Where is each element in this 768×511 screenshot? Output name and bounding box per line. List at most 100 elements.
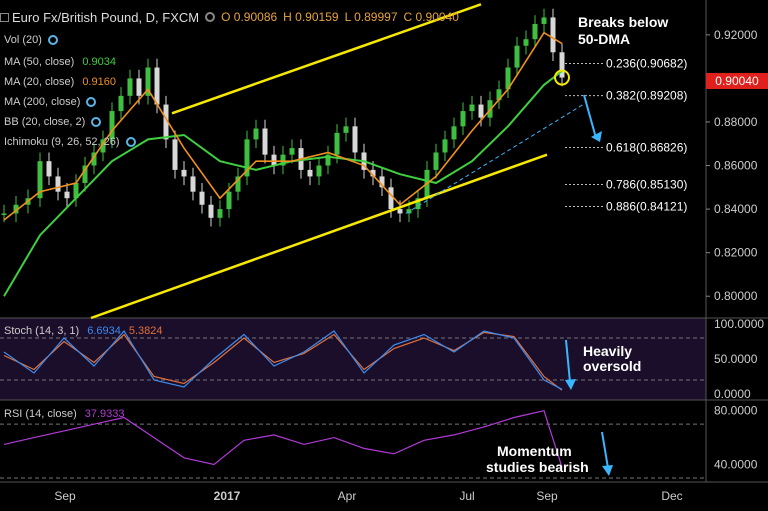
candle-body [244, 139, 250, 177]
rsi-y-tick-label: 40.0000 [714, 458, 758, 472]
x-tick-label: Sep [536, 489, 558, 503]
arrowhead-icon [565, 379, 576, 390]
candle-body [532, 23, 538, 40]
x-tick-label: Jul [459, 489, 474, 503]
stoch-d-value: 5.3824 [128, 325, 163, 337]
down-arrow-line [601, 431, 609, 469]
annotation-text: studies bearish [486, 459, 589, 475]
trend-line [90, 153, 548, 320]
open-value: O 0.90086 [221, 10, 278, 24]
candle-body [496, 89, 502, 101]
candle-body [172, 139, 178, 170]
chart-title: Euro Fx/British Pound, D, FXCM [12, 9, 200, 25]
stoch-k-value: 6.6934 [87, 325, 121, 337]
candle-body [550, 17, 556, 53]
indicator-stoch[interactable]: Stoch (14, 3, 1) 6.6934 5.3824 [4, 325, 163, 337]
ma20-line [3, 31, 563, 221]
candle-body [280, 154, 286, 166]
indicator-ma20[interactable]: MA (20, close) 0.9160 [4, 76, 116, 88]
indicator-ma200-label: MA (200, close) [4, 96, 81, 108]
candle-body [199, 191, 205, 205]
candle-body [118, 95, 124, 112]
candle-body [136, 78, 142, 96]
candle-body [46, 161, 52, 177]
candle-body [82, 165, 88, 183]
candle-body [343, 126, 349, 133]
ma50-value: 0.9034 [82, 56, 116, 68]
candle-body [163, 104, 169, 140]
stoch-y-tick-label: 0.0000 [714, 387, 751, 401]
candle-body [127, 78, 133, 96]
y-tick-label: 0.84000 [714, 202, 758, 216]
annotation-text: oversold [583, 358, 641, 374]
candle-body [379, 176, 385, 188]
chart-header: Euro Fx/British Pound, D, FXCM O 0.90086… [0, 8, 459, 26]
collapse-icon[interactable] [0, 12, 9, 22]
low-value: L 0.89997 [344, 10, 398, 24]
stoch-y-tick-label: 50.0000 [714, 352, 758, 366]
candle-body [1, 213, 7, 215]
y-tick-label: 0.86000 [714, 159, 758, 173]
indicator-bb[interactable]: BB (20, close, 2) [4, 116, 102, 128]
candle-body [145, 67, 151, 96]
candle-body [352, 126, 358, 153]
annotation-text: Heavily [583, 343, 632, 359]
x-tick-label: 2017 [214, 489, 241, 503]
indicator-ma50[interactable]: MA (50, close) 0.9034 [4, 56, 116, 68]
candle-body [415, 198, 421, 210]
settings-icon[interactable] [47, 35, 58, 45]
indicator-vol[interactable]: Vol (20) [4, 34, 58, 46]
candle-body [505, 67, 511, 90]
settings-icon[interactable] [91, 117, 102, 127]
candle-body [73, 182, 79, 199]
y-tick-label: 0.80000 [714, 289, 758, 303]
candle-body [253, 128, 259, 140]
candle-body [514, 45, 520, 68]
indicator-rsi[interactable]: RSI (14, close) 37.9333 [4, 408, 125, 420]
candle-body [307, 169, 313, 177]
candle-body [262, 128, 268, 155]
candle-body [181, 169, 187, 177]
candle-body [370, 169, 376, 177]
settings-icon[interactable] [86, 97, 97, 107]
fib-label: 0.618(0.86826) [606, 141, 687, 155]
stoch-pane-background [0, 318, 706, 400]
candle-body [13, 204, 19, 214]
settings-icon[interactable] [205, 12, 216, 22]
candle-body [208, 204, 214, 218]
annotation-text: Momentum [497, 443, 572, 459]
fib-label: 0.786(0.85130) [606, 177, 687, 191]
indicator-ichimoku[interactable]: Ichimoku (9, 26, 52, 26) [4, 136, 136, 148]
indicator-ma20-label: MA (20, close) [4, 76, 75, 88]
arrowhead-icon [591, 131, 602, 142]
candle-body [469, 104, 475, 112]
candle-body [388, 187, 394, 210]
fib-label: 0.382(0.89208) [606, 89, 687, 103]
candle-body [217, 209, 223, 218]
candle-body [559, 52, 565, 78]
candle-body [451, 126, 457, 140]
stoch-y-tick-label: 100.0000 [714, 317, 764, 331]
indicator-ma50-label: MA (50, close) [4, 56, 75, 68]
y-tick-label: 0.92000 [714, 28, 758, 42]
candle-body [442, 139, 448, 153]
x-tick-label: Apr [338, 489, 357, 503]
candle-body [55, 176, 61, 192]
indicator-ma200[interactable]: MA (200, close) [4, 96, 97, 108]
rsi-value: 37.9333 [84, 408, 125, 420]
stoch-d-line [3, 331, 563, 391]
y-tick-label: 0.82000 [714, 246, 758, 260]
settings-icon[interactable] [125, 137, 136, 147]
high-value: H 0.90159 [283, 10, 339, 24]
candle-body [91, 152, 97, 166]
candle-body [433, 152, 439, 170]
candle-body [523, 39, 529, 46]
candle-body [100, 139, 106, 153]
candle-body [190, 176, 196, 192]
close-value: C 0.90040 [403, 10, 459, 24]
ma20-value: 0.9160 [82, 76, 116, 88]
indicator-ichimoku-label: Ichimoku (9, 26, 52, 26) [4, 136, 120, 148]
breakdown-marker [554, 69, 570, 86]
x-tick-label: Sep [54, 489, 76, 503]
